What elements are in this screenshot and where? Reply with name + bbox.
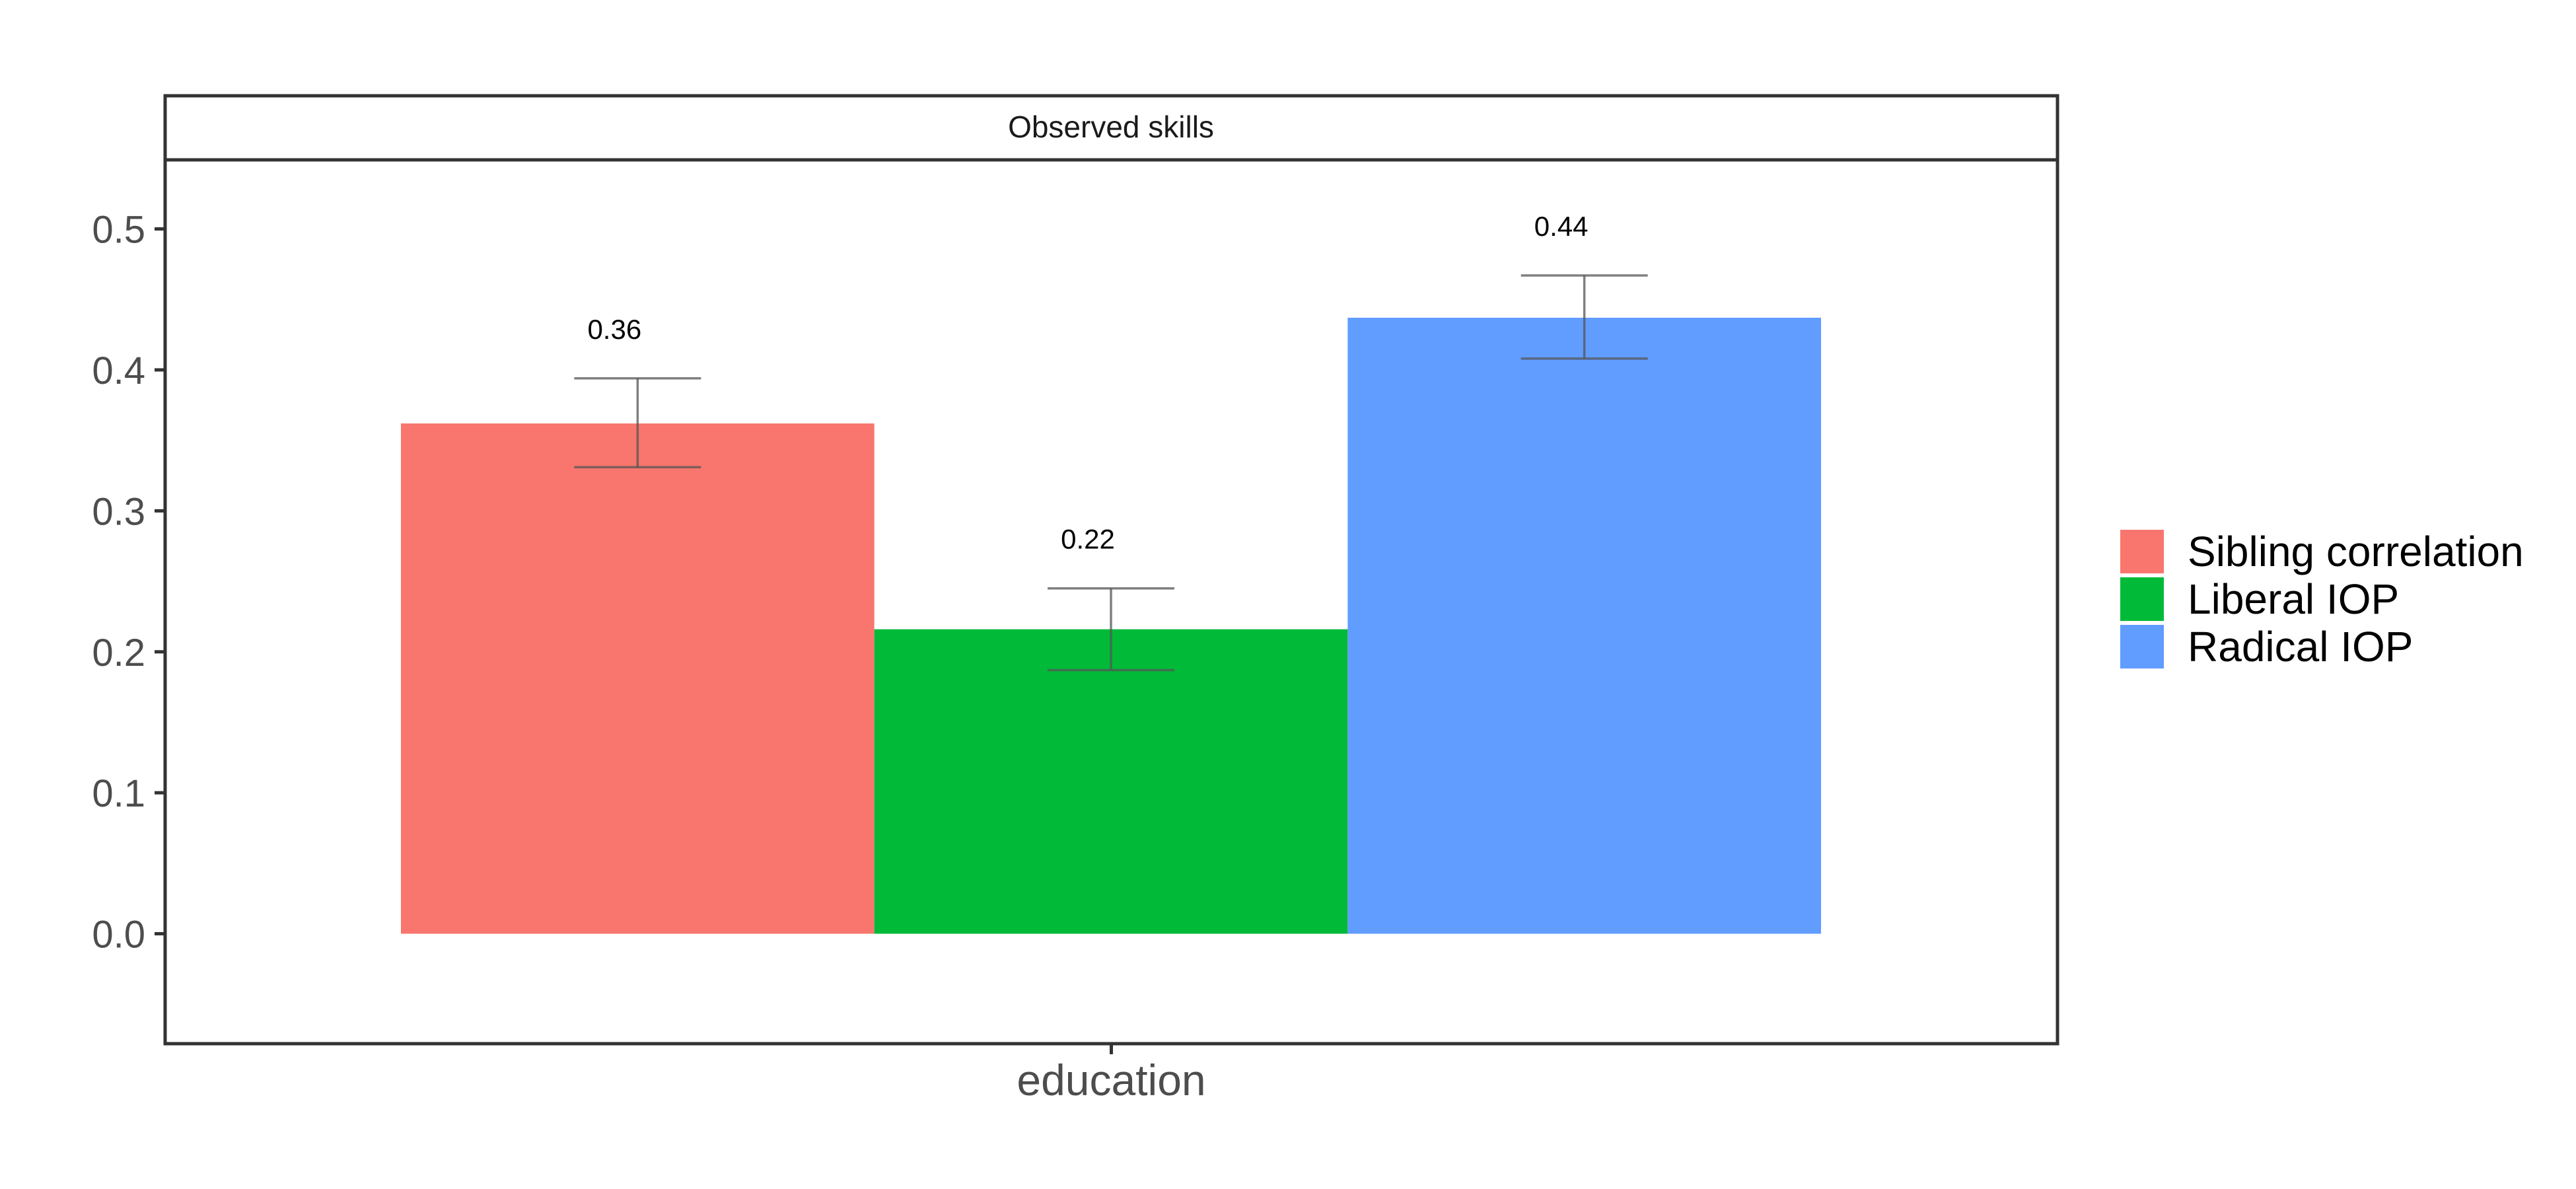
data-label-radical-iop: 0.44 (1534, 211, 1589, 242)
y-tick-label: 0.4 (92, 349, 145, 392)
legend-key-liberal-iop (2120, 577, 2164, 621)
data-label-liberal-iop: 0.22 (1061, 524, 1115, 555)
x-axis: education (1017, 1044, 1206, 1104)
bars-group (401, 318, 1821, 934)
errorbars-group (574, 274, 1648, 672)
bar-radical-iop (1347, 318, 1821, 934)
facet-title: Observed skills (1008, 110, 1214, 144)
x-tick-label: education (1017, 1056, 1205, 1104)
y-tick-label: 0.1 (92, 772, 145, 815)
legend-key-radical-iop (2120, 625, 2164, 668)
legend-label-sibling-correlation: Sibling correlation (2188, 528, 2524, 575)
y-tick-label: 0.5 (92, 209, 145, 252)
data-label-sibling-correlation: 0.36 (587, 314, 641, 345)
legend-key-sibling-correlation (2120, 530, 2164, 573)
y-tick-label: 0.2 (92, 631, 145, 674)
legend-label-radical-iop: Radical IOP (2188, 623, 2413, 670)
data-labels-group: 0.36 0.22 0.44 (587, 211, 1588, 555)
y-tick-label: 0.3 (92, 490, 145, 533)
y-axis: 0.0 0.1 0.2 0.3 0.4 0.5 (92, 209, 165, 956)
bar-liberal-iop (874, 629, 1348, 934)
bar-sibling-correlation (401, 423, 875, 934)
y-tick-label: 0.0 (92, 914, 145, 956)
facet-strip (163, 94, 2059, 162)
legend-label-liberal-iop: Liberal IOP (2188, 575, 2399, 623)
